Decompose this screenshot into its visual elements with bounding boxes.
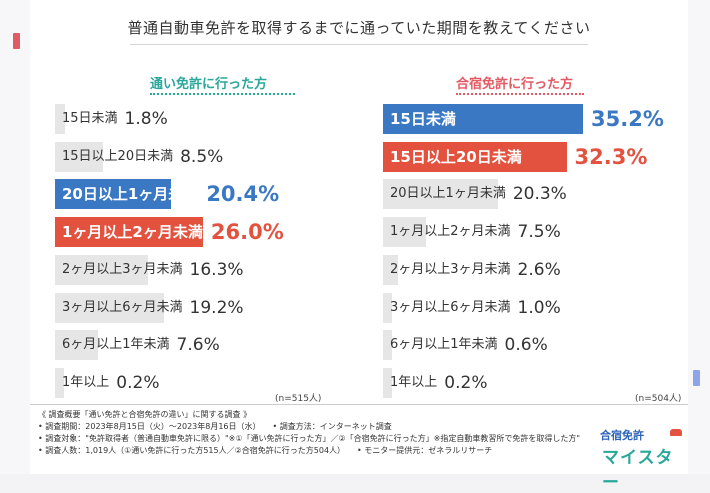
- bar-row: 1年以上 0.2%: [383, 367, 691, 398]
- bar: [55, 330, 99, 361]
- category-label: 3ヶ月以上6ヶ月未満: [62, 299, 183, 315]
- bar: [383, 217, 426, 248]
- bar-row: 20日以上1ヶ月未満 20.3%: [383, 179, 691, 210]
- bar-row: 6ヶ月以上1年未満 7.6%: [55, 330, 363, 361]
- bar: [383, 330, 392, 361]
- category-label: 2ヶ月以上3ヶ月未満: [390, 261, 511, 277]
- bar: [55, 367, 64, 398]
- category-label: 15日未満: [390, 110, 456, 128]
- bar-row: 3ヶ月以上6ヶ月未満 1.0%: [383, 292, 691, 323]
- category-label: 1ヶ月以上2ヶ月未満: [390, 224, 511, 240]
- bar-row: 1ヶ月以上2ヶ月未満 7.5%: [383, 217, 691, 248]
- value-label: 20.3%: [512, 184, 567, 205]
- bar-row: 2ヶ月以上3ヶ月未満 2.6%: [383, 254, 691, 285]
- value-label: 1.0%: [517, 297, 561, 318]
- value-label: 16.3%: [189, 259, 244, 280]
- car-icon: [670, 429, 682, 436]
- right-scroll-edge: [688, 0, 710, 474]
- value-label: 26.0%: [210, 220, 284, 245]
- right-scroll-marker[interactable]: [693, 370, 700, 386]
- value-label: 8.5%: [180, 146, 224, 167]
- bar-row: 15日以上20日未満 32.3%: [383, 141, 691, 172]
- category-label: 15日未満: [62, 111, 118, 126]
- category-label: 3ヶ月以上6ヶ月未満: [390, 299, 511, 315]
- chart-title: 普通自動車免許を取得するまでに通っていた期間を教えてください: [127, 19, 591, 37]
- value-label: 2.6%: [517, 259, 561, 280]
- bar: [55, 292, 165, 323]
- category-label: 6ヶ月以上1年未満: [62, 337, 170, 353]
- category-label: 2ヶ月以上3ヶ月未満: [62, 261, 183, 277]
- bar: [383, 179, 499, 210]
- bar: [383, 367, 392, 398]
- value-label: 35.2%: [591, 107, 664, 131]
- category-label: 20日以上1ヶ月未満: [62, 185, 199, 204]
- bar-row: 20日以上1ヶ月未満 20.4%: [55, 179, 363, 210]
- bar: [383, 254, 398, 285]
- left-scroll-edge: [0, 0, 30, 474]
- bar-row: 2ヶ月以上3ヶ月未満 16.3%: [55, 254, 363, 285]
- bar-row: 3ヶ月以上6ヶ月未満 19.2%: [55, 292, 363, 323]
- logo-top-text: 合宿免許: [600, 429, 644, 442]
- bar: [383, 292, 392, 323]
- category-label: 15日以上20日未満: [390, 147, 522, 166]
- bar-row: 15日未満 35.2%: [383, 104, 691, 134]
- category-label: 15日以上20日未満: [62, 148, 174, 164]
- survey-overview: 《 調査概要「通い免許と合宿免許の違い」に関する調査 》: [38, 410, 252, 419]
- camp-license-chart: 15日未満 35.2% 15日以上20日未満 32.3% 20日以上1ヶ月未満 20.3%…: [383, 104, 691, 398]
- category-label: 1年以上: [62, 374, 110, 390]
- value-label: 7.5%: [517, 222, 561, 243]
- bar: [55, 217, 203, 248]
- value-label: 20.4%: [206, 182, 280, 207]
- left-sample-size: (n=515人): [275, 394, 322, 404]
- bar: [55, 141, 104, 172]
- bar-row: 15日未満 1.8%: [55, 104, 363, 134]
- survey-card: 普通自動車免許を取得するまでに通っていた期間を教えてください 通い免許に行った方…: [30, 0, 691, 493]
- value-label: 0.2%: [444, 372, 488, 393]
- bar: [55, 104, 66, 134]
- bar-row: 15日以上20日未満 8.5%: [55, 141, 363, 172]
- bar-row: 6ヶ月以上1年未満 0.6%: [383, 330, 691, 361]
- bar: [55, 254, 148, 285]
- survey-count: • 調査人数：1,019人（①通い免許に行った方515人／②合宿免許に行った方5…: [38, 446, 493, 455]
- value-label: 7.6%: [176, 335, 220, 356]
- right-panel-underline: [456, 93, 584, 96]
- right-sample-size: (n=504人): [635, 394, 682, 404]
- category-label: 6ヶ月以上1年未満: [390, 337, 498, 353]
- bar-row: 1年以上 0.2%: [55, 367, 363, 398]
- left-panel-title: 通い免許に行った方: [150, 77, 268, 92]
- bar-row: 1ヶ月以上2ヶ月未満 26.0%: [55, 217, 363, 248]
- right-panel-title: 合宿免許に行った方: [456, 77, 574, 92]
- value-label: 0.2%: [116, 372, 160, 393]
- bar: [55, 179, 171, 210]
- left-scroll-marker[interactable]: [13, 33, 20, 49]
- value-label: 0.6%: [504, 335, 548, 356]
- value-label: 19.2%: [189, 297, 244, 318]
- bar: [383, 104, 583, 134]
- footer-divider: [30, 404, 688, 405]
- logo-main-text: マイスター: [602, 448, 674, 493]
- value-label: 32.3%: [574, 144, 648, 169]
- survey-target: • 調査対象："免許取得者（普通自動車免許に限る）"※①「通い免許に行った方」／…: [38, 434, 581, 443]
- survey-period: • 調査期間：2023年8月15日（火）～2023年8月16日（水） • 調査方…: [38, 422, 392, 431]
- commute-license-chart: 15日未満 1.8% 15日以上20日未満 8.5% 20日以上1ヶ月未満 20.4% 1ヶ…: [55, 104, 363, 398]
- category-label: 20日以上1ヶ月未満: [390, 186, 506, 202]
- category-label: 1年以上: [390, 374, 438, 390]
- bar: [383, 141, 567, 172]
- left-panel-underline: [150, 93, 295, 96]
- title-underline: [130, 44, 588, 45]
- value-label: 1.8%: [124, 109, 168, 129]
- category-label: 1ヶ月以上2ヶ月未満: [62, 223, 203, 242]
